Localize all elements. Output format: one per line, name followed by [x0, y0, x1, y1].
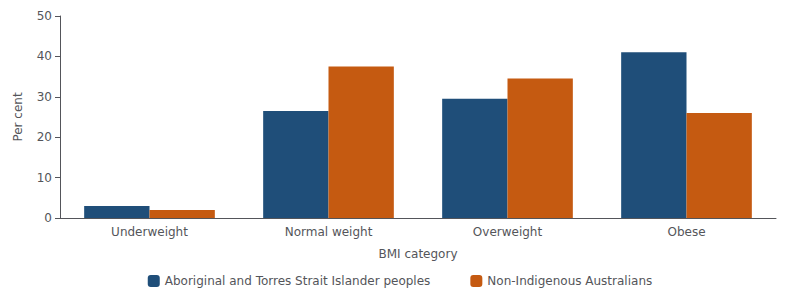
svg-text:0: 0	[44, 211, 52, 225]
svg-text:Obese: Obese	[667, 225, 705, 239]
svg-text:10: 10	[37, 171, 52, 185]
svg-text:30: 30	[37, 90, 52, 104]
svg-text:Aboriginal and Torres Strait I: Aboriginal and Torres Strait Islander pe…	[165, 274, 431, 288]
svg-text:Normal weight: Normal weight	[285, 225, 373, 239]
svg-text:Non-Indigenous Australians: Non-Indigenous Australians	[487, 274, 652, 288]
svg-text:Per cent: Per cent	[11, 92, 25, 142]
svg-text:BMI category: BMI category	[379, 247, 458, 261]
svg-text:40: 40	[37, 49, 52, 63]
svg-text:20: 20	[37, 130, 52, 144]
svg-text:50: 50	[37, 9, 52, 23]
svg-text:Overweight: Overweight	[473, 225, 543, 239]
svg-text:Underweight: Underweight	[111, 225, 188, 239]
